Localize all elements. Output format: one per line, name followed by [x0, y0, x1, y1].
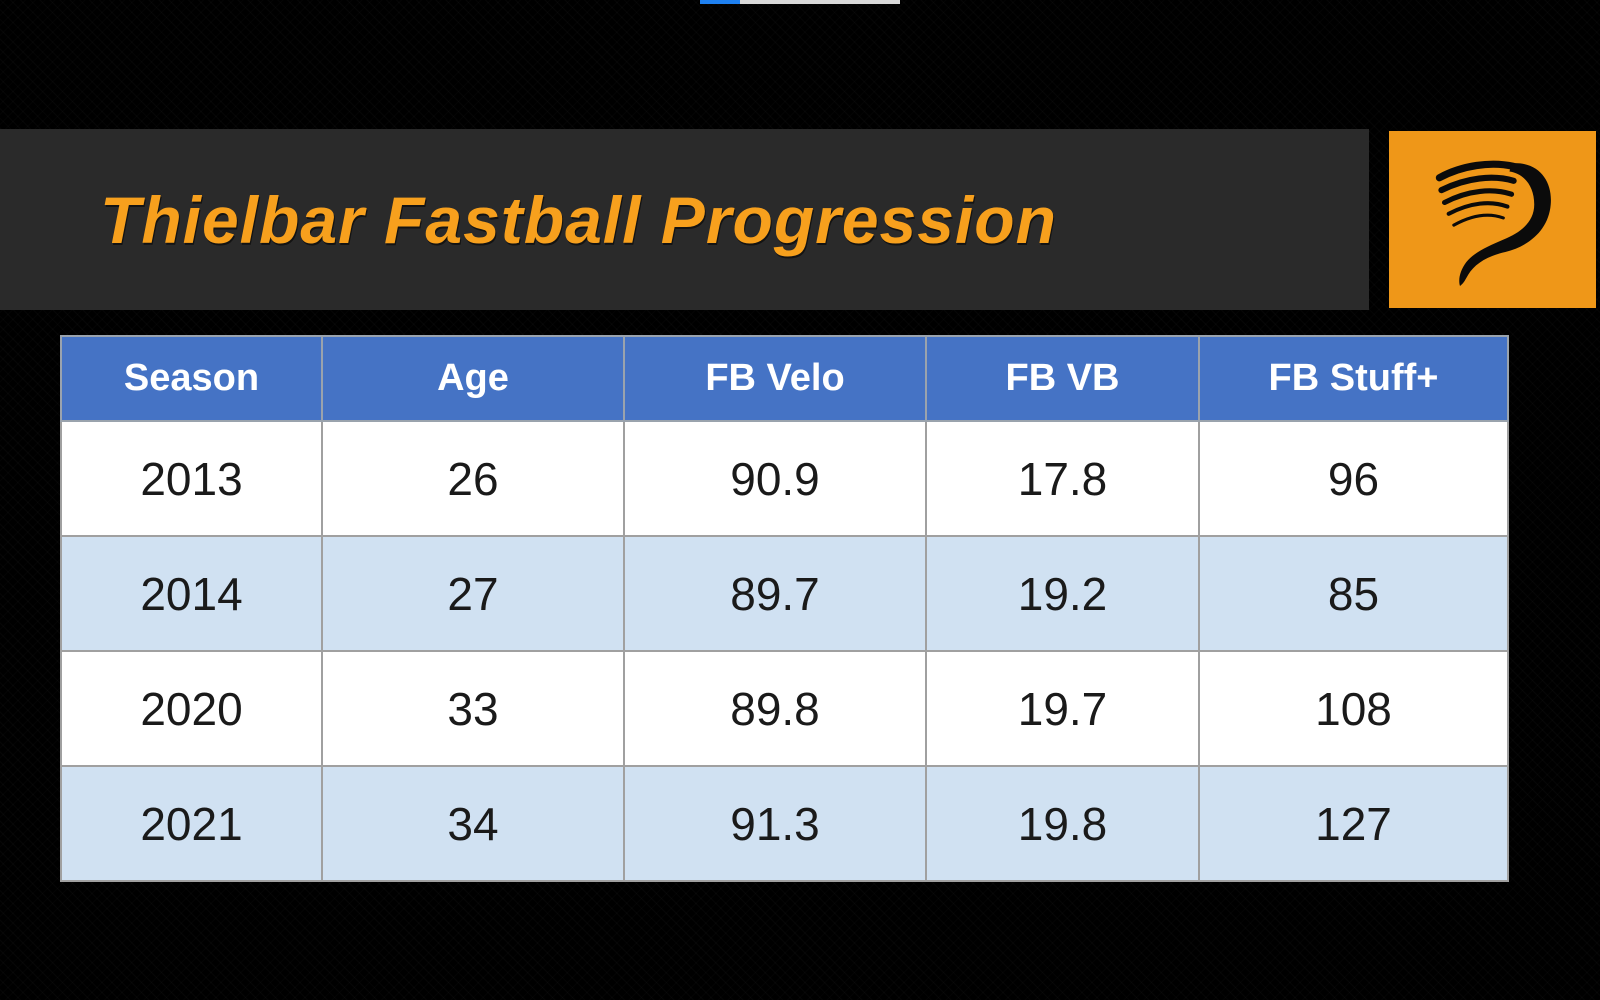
- cell-season: 2020: [60, 650, 323, 767]
- column-header-fb-vb: FB VB: [925, 335, 1200, 422]
- cell-fb-stuff: 108: [1198, 650, 1509, 767]
- cell-fb-velo: 89.7: [623, 535, 927, 652]
- cell-age: 33: [321, 650, 625, 767]
- slide-title: Thielbar Fastball Progression: [100, 182, 1057, 257]
- cell-season: 2013: [60, 420, 323, 537]
- cell-fb-stuff: 96: [1198, 420, 1509, 537]
- table-row: 2014 27 89.7 19.2 85: [60, 535, 1509, 652]
- cell-fb-vb: 19.2: [925, 535, 1200, 652]
- cell-fb-stuff: 127: [1198, 765, 1509, 882]
- column-header-fb-stuff: FB Stuff+: [1198, 335, 1509, 422]
- cell-age: 26: [321, 420, 625, 537]
- cell-season: 2014: [60, 535, 323, 652]
- cell-age: 27: [321, 535, 625, 652]
- column-header-age: Age: [321, 335, 625, 422]
- cell-season: 2021: [60, 765, 323, 882]
- stats-table: Season Age FB Velo FB VB FB Stuff+ 2013 …: [60, 335, 1509, 882]
- column-header-season: Season: [60, 335, 323, 422]
- table-header-row: Season Age FB Velo FB VB FB Stuff+: [60, 335, 1509, 422]
- winged-p-icon: [1435, 160, 1551, 286]
- table-row: 2013 26 90.9 17.8 96: [60, 420, 1509, 537]
- cell-fb-velo: 89.8: [623, 650, 927, 767]
- cell-fb-vb: 19.8: [925, 765, 1200, 882]
- cell-fb-vb: 17.8: [925, 420, 1200, 537]
- pitcher-list-logo: [1389, 131, 1596, 308]
- cell-fb-stuff: 85: [1198, 535, 1509, 652]
- cell-fb-velo: 90.9: [623, 420, 927, 537]
- video-progress-bar[interactable]: [700, 0, 900, 4]
- title-band: Thielbar Fastball Progression: [0, 129, 1369, 310]
- table-row: 2020 33 89.8 19.7 108: [60, 650, 1509, 767]
- video-progress-watched: [700, 0, 740, 4]
- table-row: 2021 34 91.3 19.8 127: [60, 765, 1509, 882]
- cell-fb-vb: 19.7: [925, 650, 1200, 767]
- cell-age: 34: [321, 765, 625, 882]
- column-header-fb-velo: FB Velo: [623, 335, 927, 422]
- cell-fb-velo: 91.3: [623, 765, 927, 882]
